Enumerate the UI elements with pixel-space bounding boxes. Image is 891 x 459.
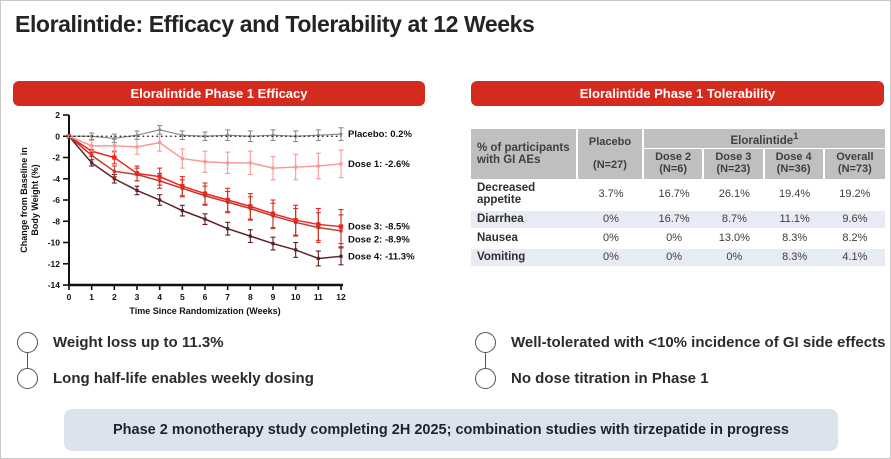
- table-cell: 0%: [644, 230, 705, 249]
- bullet-text: Long half-life enables weekly dosing: [53, 369, 314, 387]
- x-axis-title: Time Since Randomization (Weeks): [129, 306, 280, 316]
- efficacy-chart-container: 2 0 -2 -4 -6 -8 -10 -12 -14 0 1 2 3 4 5 6 7 8 9 10 11 12 Time …: [11, 107, 425, 335]
- table-cell: 19.2%: [824, 180, 885, 211]
- row-label: Diarrhea: [471, 210, 578, 230]
- page-title: Eloralintide: Efficacy and Tolerability …: [15, 11, 535, 37]
- svg-text:4: 4: [157, 292, 162, 302]
- bullet-connector-line: [485, 351, 486, 377]
- group-footnote-marker: 1: [793, 131, 799, 142]
- row-label: Nausea: [471, 230, 578, 249]
- table-row: Vomiting 0% 0% 0% 8.3% 4.1%: [471, 248, 885, 268]
- svg-text:5: 5: [180, 292, 185, 302]
- row-label: Decreased appetite: [471, 180, 578, 211]
- svg-text:6: 6: [203, 292, 208, 302]
- svg-text:7: 7: [225, 292, 230, 302]
- bullet-item: No dose titration in Phase 1: [475, 366, 890, 390]
- placebo-label: Placebo: [588, 135, 632, 148]
- svg-text:-14: -14: [48, 280, 61, 290]
- svg-text:2: 2: [112, 292, 117, 302]
- bullet-item: Long half-life enables weekly dosing: [17, 366, 447, 390]
- bullet-circle-icon: [475, 331, 496, 353]
- svg-text:-2: -2: [52, 153, 60, 163]
- efficacy-panel-header: Eloralintide Phase 1 Efficacy: [13, 81, 425, 106]
- legend: Placebo: 0.2% Dose 1: -2.6% Dose 3: -8.5% D…: [348, 129, 415, 262]
- tolerability-table: % of participants with GI AEs Placebo (N…: [471, 129, 885, 268]
- table-cell: 0%: [578, 230, 644, 249]
- series-dose-2: [67, 134, 344, 248]
- bullet-text: No dose titration in Phase 1: [511, 369, 709, 387]
- table-cell: 8.3%: [764, 230, 825, 249]
- svg-text:-12: -12: [48, 259, 61, 269]
- bullet-text: Weight loss up to 11.3%: [53, 333, 224, 351]
- column-header-dose-4: Dose 4 (N=36): [764, 148, 825, 180]
- group-header-eloralintide: Eloralintide1: [644, 129, 885, 149]
- table-cell: 0%: [704, 248, 765, 268]
- svg-text:-10: -10: [48, 238, 61, 248]
- legend-label: Dose 4: -11.3%: [348, 251, 415, 262]
- table-row: Nausea 0% 0% 13.0% 8.3% 8.2%: [471, 230, 885, 249]
- table-cell: 8.2%: [824, 230, 885, 249]
- svg-text:2: 2: [55, 110, 60, 120]
- table-cell: 9.6%: [824, 210, 885, 230]
- bullet-item: Weight loss up to 11.3%: [17, 330, 447, 354]
- legend-label: Dose 1: -2.6%: [348, 159, 410, 170]
- series-placebo: [67, 125, 344, 144]
- table-cell: 0%: [578, 248, 644, 268]
- svg-text:12: 12: [336, 292, 346, 302]
- bullet-item: Well-tolerated with <10% incidence of GI…: [475, 330, 890, 354]
- status-banner: Phase 2 monotherapy study completing 2H …: [64, 409, 838, 451]
- column-header-dose-2: Dose 2 (N=6): [644, 148, 705, 180]
- table-cell: 0%: [644, 248, 705, 268]
- svg-text:10: 10: [291, 292, 301, 302]
- table-corner-header: % of participants with GI AEs: [471, 129, 578, 180]
- table-cell: 3.7%: [578, 180, 644, 211]
- placebo-n: (N=27): [593, 158, 627, 171]
- legend-label: Placebo: 0.2%: [348, 129, 412, 140]
- table-cell: 4.1%: [824, 248, 885, 268]
- efficacy-line-chart: 20-2-4-6-8-10-12-140 1 2 3 4 5 6 7 8 9 10 11 12Time …: [19, 110, 415, 316]
- table-cell: 8.7%: [704, 210, 765, 230]
- y-axis-title: Change from Baseline inBody Weight (%): [19, 147, 40, 253]
- table-cell: 26.1%: [704, 180, 765, 211]
- table-cell: 16.7%: [644, 180, 705, 211]
- svg-text:1: 1: [89, 292, 94, 302]
- series-dose-1: [67, 133, 344, 181]
- group-label: Eloralintide: [730, 134, 794, 147]
- column-header-overall: Overall (N=73): [824, 148, 885, 180]
- table-cell: 0%: [578, 210, 644, 230]
- svg-text:11: 11: [314, 292, 323, 302]
- svg-text:0: 0: [55, 131, 60, 141]
- bullet-connector-line: [27, 351, 28, 377]
- bullet-circle-icon: [17, 331, 38, 353]
- table-cell: 19.4%: [764, 180, 825, 211]
- svg-text:8: 8: [248, 292, 253, 302]
- table-row: Decreased appetite 3.7% 16.7% 26.1% 19.4% 19.…: [471, 180, 885, 211]
- table-cell: 11.1%: [764, 210, 825, 230]
- table-row: Diarrhea 0% 16.7% 8.7% 11.1% 9.6%: [471, 210, 885, 230]
- svg-text:9: 9: [271, 292, 276, 302]
- bullet-circle-icon: [17, 367, 38, 389]
- table-cell: 8.3%: [764, 248, 825, 268]
- svg-text:-6: -6: [52, 195, 60, 205]
- column-header-placebo: Placebo (N=27): [578, 129, 644, 180]
- tolerability-panel-header: Eloralintide Phase 1 Tolerability: [471, 81, 884, 106]
- legend-label: Dose 3: -8.5%: [348, 222, 410, 233]
- table-cell: 13.0%: [704, 230, 765, 249]
- svg-text:0: 0: [67, 292, 72, 302]
- bullet-text: Well-tolerated with <10% incidence of GI…: [511, 333, 886, 351]
- svg-text:-8: -8: [52, 216, 60, 226]
- tolerability-bullets: Well-tolerated with <10% incidence of GI…: [475, 330, 890, 402]
- row-label: Vomiting: [471, 248, 578, 268]
- chart-axes: 20-2-4-6-8-10-12-140 1 2 3 4 5 6 7 8 9 10 11 12: [48, 110, 346, 302]
- efficacy-bullets: Weight loss up to 11.3% Long half-life e…: [17, 330, 447, 402]
- svg-text:3: 3: [135, 292, 140, 302]
- table-cell: 16.7%: [644, 210, 705, 230]
- bullet-circle-icon: [475, 367, 496, 389]
- legend-label: Dose 2: -8.9%: [348, 235, 410, 246]
- svg-text:-4: -4: [52, 174, 60, 184]
- column-header-dose-3: Dose 3 (N=23): [704, 148, 765, 180]
